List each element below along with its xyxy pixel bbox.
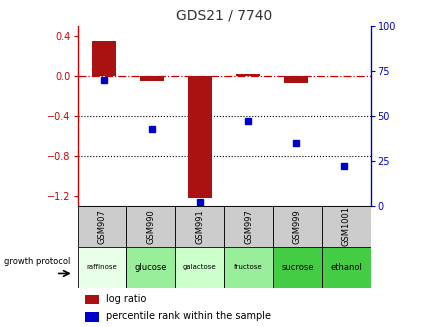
Text: glucose: glucose bbox=[134, 263, 167, 272]
Bar bbox=[77, 206, 126, 247]
Text: growth protocol: growth protocol bbox=[4, 257, 70, 266]
Title: GDS21 / 7740: GDS21 / 7740 bbox=[175, 8, 272, 22]
Text: fructose: fructose bbox=[233, 264, 262, 270]
Bar bbox=[224, 247, 272, 288]
Text: sucrose: sucrose bbox=[280, 263, 313, 272]
Text: galactose: galactose bbox=[182, 264, 216, 270]
Bar bbox=[126, 247, 175, 288]
Text: GSM907: GSM907 bbox=[97, 209, 106, 244]
Bar bbox=[321, 247, 370, 288]
Bar bbox=[272, 206, 321, 247]
Text: ethanol: ethanol bbox=[329, 263, 361, 272]
Bar bbox=[224, 206, 272, 247]
Bar bbox=[283, 76, 307, 83]
Bar bbox=[175, 247, 224, 288]
Bar bbox=[84, 312, 98, 321]
Bar bbox=[92, 41, 116, 76]
Bar bbox=[236, 74, 260, 76]
Text: raffinose: raffinose bbox=[86, 264, 117, 270]
Text: log ratio: log ratio bbox=[106, 294, 146, 304]
Bar bbox=[272, 247, 321, 288]
Bar bbox=[140, 76, 164, 81]
Text: GSM1001: GSM1001 bbox=[341, 206, 350, 247]
Text: GSM999: GSM999 bbox=[292, 209, 301, 244]
Bar bbox=[77, 247, 126, 288]
Text: GSM990: GSM990 bbox=[146, 209, 155, 244]
Text: GSM997: GSM997 bbox=[243, 209, 252, 244]
Text: percentile rank within the sample: percentile rank within the sample bbox=[106, 311, 270, 321]
Bar bbox=[126, 206, 175, 247]
Text: GSM991: GSM991 bbox=[195, 209, 204, 244]
Bar bbox=[84, 295, 98, 304]
Bar bbox=[321, 206, 370, 247]
Bar bbox=[187, 76, 212, 198]
Bar bbox=[175, 206, 224, 247]
